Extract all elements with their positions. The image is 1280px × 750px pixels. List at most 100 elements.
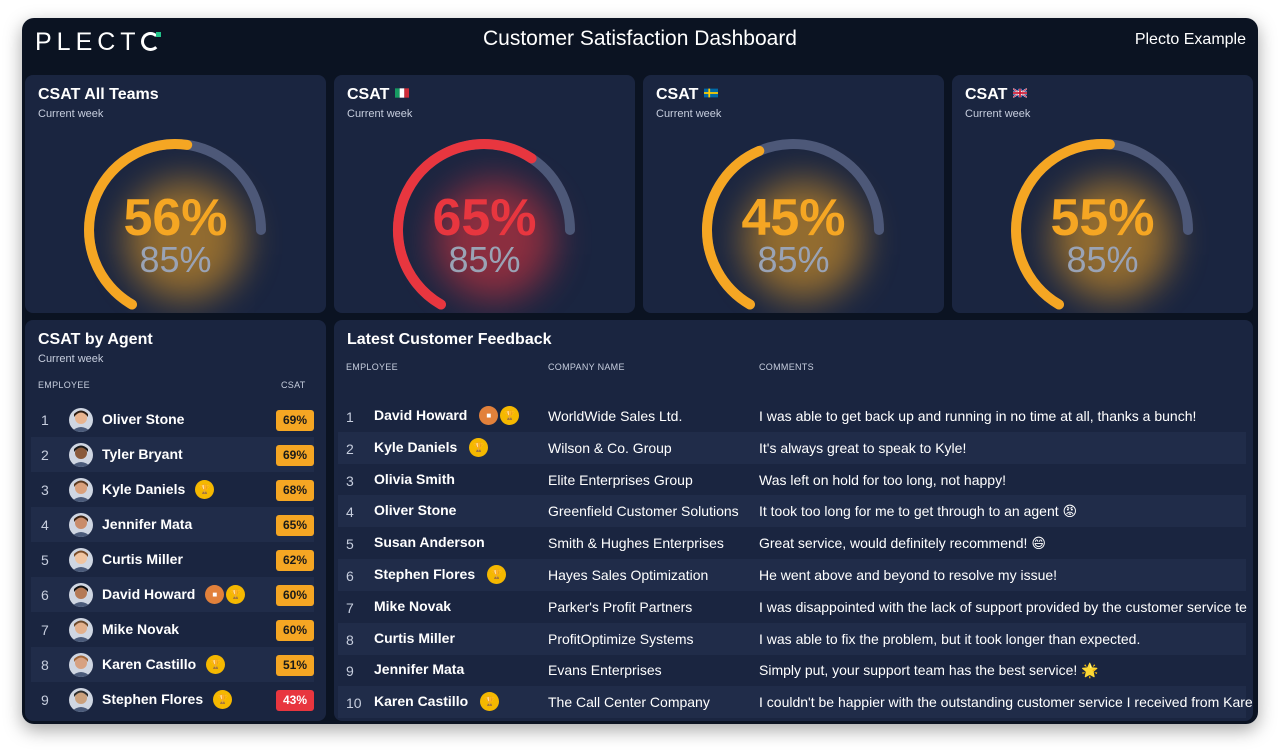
feedback-row[interactable]: 9 Jennifer Mata Evans Enterprises Simply pu… [338, 654, 1246, 686]
feedback-row[interactable]: 3 Olivia Smith Elite Enterprises Group Was … [338, 464, 1246, 496]
feedback-row[interactable]: 10 Karen Castillo 🏆 The Call Center Company… [338, 686, 1253, 719]
avatar[interactable] [69, 443, 93, 467]
card-title: CSAT [656, 86, 719, 104]
employee-name[interactable]: Jennifer Mata [374, 661, 465, 678]
card-subtitle: Current week [965, 108, 1031, 120]
feedback-row[interactable]: 5 Susan Anderson Smith & Hughes Enterprise… [338, 527, 1246, 559]
agent-name[interactable]: Stephen Flores [102, 691, 204, 707]
agent-row[interactable]: 7 Mike Novak 60% [31, 612, 314, 647]
company-name: Evans Enterprises [548, 662, 662, 679]
italy-flag-icon [395, 88, 410, 98]
feedback-comment: I was disappointed with the lack of supp… [759, 598, 1247, 615]
account-name[interactable]: Plecto Example [1134, 31, 1246, 48]
employee-name[interactable]: Susan Anderson [374, 534, 485, 551]
dashboard-frame: PLECT Customer Satisfaction Dashboard Pl… [22, 18, 1258, 724]
employee-name[interactable]: Oliver Stone [374, 502, 457, 519]
agent-row[interactable]: 4 Jennifer Mata 65% [31, 507, 314, 542]
csat-pill: 68% [276, 480, 314, 501]
agent-row[interactable]: 5 Curtis Miller 62% [31, 542, 314, 577]
feedback-row[interactable]: 11Tyler BryantThe Baldwin GroupYou went … [338, 718, 1246, 721]
agent-name[interactable]: David Howard [102, 586, 196, 602]
gauge: 65% 85% [334, 125, 635, 313]
feedback-row[interactable]: 7 Mike Novak Parker's Profit Partners I was… [338, 591, 1247, 623]
avatar[interactable] [69, 688, 93, 712]
agent-row[interactable]: 3 Kyle Daniels 🏆 68% [31, 472, 314, 507]
employee-name[interactable]: David Howard [374, 407, 468, 423]
gauge-glow [434, 180, 554, 300]
feedback-rank: 3 [346, 472, 354, 489]
company-name: Hayes Sales Optimization [548, 567, 709, 583]
agent-name[interactable]: Oliver Stone [102, 411, 185, 427]
employee-name[interactable]: Karen Castillo [374, 693, 469, 710]
feedback-row[interactable]: 2 Kyle Daniels 🏆 Wilson & Co. Group It's alw… [338, 431, 1246, 464]
employee-name[interactable]: Kyle Daniels [374, 438, 458, 455]
gauge-value: 56% [123, 189, 228, 247]
uk-flag-icon [1013, 88, 1028, 98]
gauge-card-all-teams[interactable]: CSAT All Teams Current week 56% 85% [25, 75, 326, 313]
csat-pill: 60% [276, 585, 314, 606]
trophy-icon: 🏆 [480, 692, 500, 712]
avatar[interactable] [69, 548, 93, 572]
gauge-fill [84, 139, 193, 310]
gauge-fill [1011, 139, 1115, 310]
employee-name[interactable]: Mike Novak [374, 597, 452, 614]
gauge-target: 85% [1066, 239, 1139, 280]
feedback-row[interactable]: 4 Oliver Stone Greenfield Customer Solutio… [338, 495, 1246, 528]
agent-name[interactable]: Curtis Miller [102, 551, 183, 567]
gauge-value: 45% [741, 189, 846, 247]
agent-row[interactable]: 9 Stephen Flores 🏆 43% [31, 682, 314, 717]
feedback-comment: He went above and beyond to resolve my i… [759, 567, 1058, 583]
feedback-comment: I couldn't be happier with the outstandi… [759, 694, 1253, 711]
sweden-flag-icon [704, 88, 719, 98]
agent-name[interactable]: Jennifer Mata [102, 516, 193, 532]
agent-name[interactable]: Kyle Daniels [102, 481, 186, 497]
csat-pill: 62% [276, 550, 314, 571]
agent-name[interactable]: Mike Novak [102, 621, 180, 637]
card-subtitle: Current week [38, 108, 104, 120]
employee-name[interactable]: Olivia Smith [374, 470, 455, 487]
gauge-arc [84, 139, 266, 310]
card-subtitle: Current week [38, 353, 104, 365]
agent-row[interactable]: 6 David Howard ■ 🏆 60% [31, 577, 314, 612]
feedback-row[interactable]: 1 David Howard ■ 🏆 WorldWide Sales Ltd. I was… [338, 400, 1246, 432]
page-title: Customer Satisfaction Dashboard [483, 27, 797, 50]
employee-name[interactable]: Stephen Flores [374, 566, 476, 582]
trophy-icon: 🏆 [206, 655, 226, 674]
agent-rank: 7 [41, 622, 49, 638]
gauge-card-sweden[interactable]: CSAT Current week 45% 85% [643, 75, 944, 313]
gauge-arc [392, 139, 575, 310]
gauge-card-italy[interactable]: CSAT Current week 65% 85% [334, 75, 635, 313]
avatar[interactable] [69, 478, 93, 502]
csat-pill: 69% [276, 445, 314, 466]
agent-name[interactable]: Tyler Bryant [102, 446, 183, 462]
feedback-row[interactable]: 6 Stephen Flores 🏆 Hayes Sales Optimization… [338, 559, 1246, 591]
company-name: Smith & Hughes Enterprises [548, 535, 724, 552]
avatar[interactable] [69, 618, 93, 642]
feedback-comment: I was able to get back up and running in… [759, 408, 1197, 424]
agent-row[interactable]: 1 Oliver Stone 69% [31, 402, 314, 437]
agent-rank: 5 [41, 552, 49, 568]
feedback-row[interactable]: 8 Curtis Miller ProfitOptimize Systems I wa… [338, 622, 1246, 655]
feedback-comment: I was able to fix the problem, but it to… [759, 630, 1141, 647]
employee-name[interactable]: Curtis Miller [374, 629, 455, 646]
company-name: The Call Center Company [548, 694, 710, 711]
column-header-employee: EMPLOYEE [38, 380, 90, 390]
trophy-icon: 🏆 [213, 690, 233, 709]
gauge-target: 85% [139, 239, 212, 280]
company-name: WorldWide Sales Ltd. [548, 408, 683, 424]
gauge: 55% 85% [952, 125, 1253, 313]
feedback-rank: 10 [346, 695, 362, 712]
card-subtitle: Current week [656, 108, 722, 120]
avatar[interactable] [69, 408, 93, 432]
plecto-logo[interactable]: PLECT [35, 28, 161, 57]
agent-rank: 9 [41, 692, 49, 708]
agent-row[interactable]: 2 Tyler Bryant 69% [31, 437, 314, 472]
avatar[interactable] [69, 513, 93, 537]
avatar[interactable] [69, 653, 93, 677]
gauge-card-uk[interactable]: CSAT Current week 55% 85% [952, 75, 1253, 313]
agent-row[interactable]: 8 Karen Castillo 🏆 51% [31, 647, 314, 682]
avatar[interactable] [69, 583, 93, 607]
column-header-comments: COMMENTS [759, 362, 814, 372]
agent-rank: 6 [41, 587, 49, 603]
agent-name[interactable]: Karen Castillo [102, 656, 197, 672]
